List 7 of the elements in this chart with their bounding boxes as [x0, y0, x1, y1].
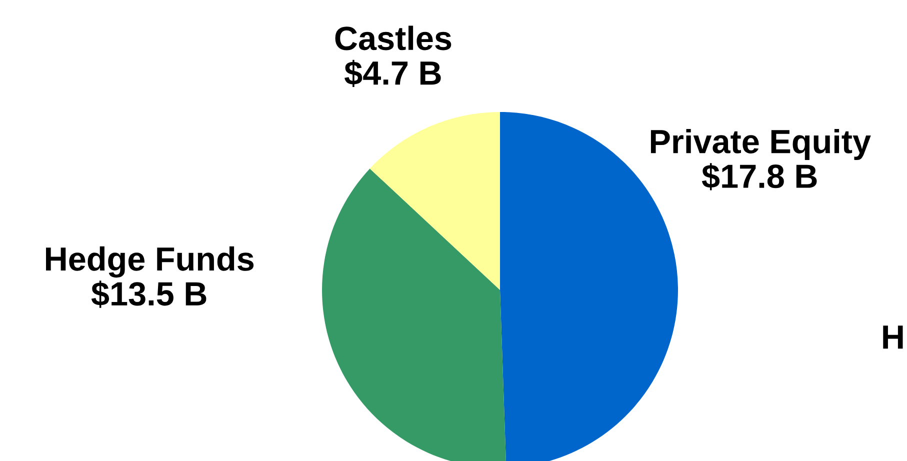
slice-label: Hedge Funds: [46, 246, 254, 278]
data-label: $17.8 B: [702, 163, 817, 190]
data-label: $4.7 B: [344, 60, 441, 88]
slice-label: Castles: [335, 26, 452, 50]
text: H: [883, 326, 903, 349]
data-label: $13.5 B: [91, 280, 206, 308]
slice-label: Private Equity: [650, 128, 871, 160]
